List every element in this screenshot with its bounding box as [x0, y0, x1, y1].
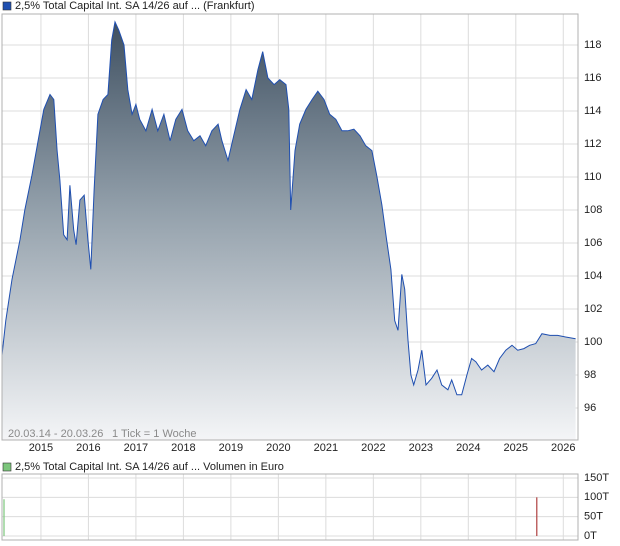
- y-tick-label: 110: [584, 171, 602, 183]
- y-tick-label: 50T: [584, 511, 603, 523]
- volume-bar: [3, 499, 5, 537]
- x-tick-label: 2019: [219, 442, 243, 454]
- y-tick-label: 0T: [584, 530, 597, 542]
- x-tick-label: 2024: [456, 442, 480, 454]
- x-tick-label: 2025: [504, 442, 528, 454]
- y-tick-label: 106: [584, 237, 602, 249]
- y-tick-label: 112: [584, 138, 602, 150]
- y-tick-label: 98: [584, 369, 596, 381]
- plot-background: [2, 474, 578, 540]
- y-tick-label: 100T: [584, 491, 609, 503]
- x-tick-label: 2023: [409, 442, 433, 454]
- x-tick-label: 2016: [76, 442, 100, 454]
- x-tick-label: 2021: [314, 442, 338, 454]
- volume-bar: [536, 497, 538, 537]
- y-tick-label: 150T: [584, 472, 609, 484]
- price-area: [2, 21, 576, 441]
- price-line: [1, 20, 576, 396]
- y-tick-label: 116: [584, 72, 602, 84]
- y-tick-label: 96: [584, 402, 596, 414]
- legend-swatch: [2, 462, 12, 472]
- tick-note: 1 Tick = 1 Woche: [112, 428, 196, 440]
- x-tick-label: 2015: [29, 442, 53, 454]
- x-tick-label: 2022: [361, 442, 385, 454]
- y-tick-label: 100: [584, 336, 602, 348]
- x-tick-label: 2017: [124, 442, 148, 454]
- y-tick-label: 102: [584, 303, 602, 315]
- date-range: 20.03.14 - 20.03.26: [8, 428, 103, 440]
- y-tick-label: 104: [584, 270, 602, 282]
- y-tick-label: 118: [584, 39, 602, 51]
- legend-label: 2,5% Total Capital Int. SA 14/26 auf ...…: [15, 461, 284, 473]
- legend-swatch: [2, 1, 12, 11]
- x-tick-label: 2026: [551, 442, 575, 454]
- plot-frame: [1, 473, 579, 541]
- y-tick-label: 114: [584, 105, 602, 117]
- legend-label: 2,5% Total Capital Int. SA 14/26 auf ...…: [15, 0, 254, 12]
- plot-frame: [1, 13, 579, 441]
- x-tick-label: 2020: [266, 442, 290, 454]
- y-tick-label: 108: [584, 204, 602, 216]
- x-tick-label: 2018: [171, 442, 195, 454]
